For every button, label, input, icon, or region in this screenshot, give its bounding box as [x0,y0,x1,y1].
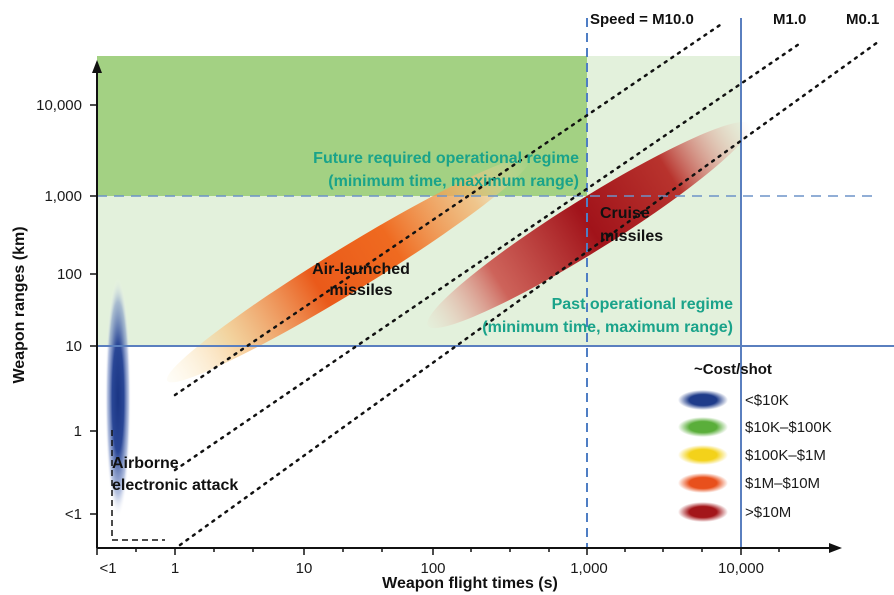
legend-swatch-lt-10k [678,390,728,410]
x-axis-arrow [829,543,842,553]
legend-label: >$10M [745,504,791,521]
cruise-label-line1: Cruise [600,205,650,222]
future-regime-title: Future required operational regime [313,150,579,167]
speed-line-m10 [173,23,722,397]
cruise-label-line2: missiles [600,228,663,245]
x-ticks [96,548,780,555]
legend-label: $1M–$10M [745,475,820,492]
x-tick-label: <1 [99,560,116,577]
blob-air-launched-missiles [166,157,530,383]
air-launched-label-line2: missiles [329,282,392,299]
sub-one-boundary [111,430,165,541]
legend-label: $10K–$100K [745,419,832,436]
x-tick-label: 100 [420,560,445,577]
legend-swatch-1m-10m [678,473,728,493]
x-tick-label: 10 [296,560,313,577]
x-tick-label: 1 [171,560,179,577]
legend-swatch-100k-1m [678,445,728,465]
legend-label: $100K–$1M [745,447,826,464]
legend-swatch-gt-10m [678,502,728,522]
airborne-ea-label-line2: electronic attack [112,477,238,494]
blob-airborne-electronic-attack [105,278,131,518]
future-regime-subtitle: (minimum time, maximum range) [328,173,579,190]
speed-label-m0-1: M0.1 [846,11,879,28]
blob-cruise-missiles [427,121,751,329]
y-tick-label: 1,000 [44,188,82,205]
y-tick-label: 1 [74,423,82,440]
speed-line-m1 [173,40,804,472]
past-regime-title: Past operational regime [552,296,733,313]
speed-label-m10: Speed = M10.0 [590,11,694,28]
airborne-ea-label-line1: Airborne [112,455,179,472]
y-tick-label: 100 [57,266,82,283]
y-axis-arrow [92,60,102,73]
x-tick-label: 10,000 [718,560,764,577]
y-tick-label: 10 [65,338,82,355]
y-axis-title: Weapon ranges (km) [11,226,28,383]
y-tick-label: <1 [65,506,82,523]
legend-swatch-10k-100k [678,417,728,437]
legend-title: ~Cost/shot [694,361,772,378]
legend-label: <$10K [745,392,789,409]
x-tick-label: 1,000 [570,560,608,577]
x-axis-title: Weapon flight times (s) [382,575,558,592]
speed-label-m1: M1.0 [773,11,806,28]
y-tick-label: 10,000 [36,97,82,114]
y-ticks [90,104,97,515]
air-launched-label-line1: Air-launched [312,261,410,278]
speed-line-m0-1 [178,40,880,547]
past-regime-subtitle: (minimum time, maximum range) [482,319,733,336]
